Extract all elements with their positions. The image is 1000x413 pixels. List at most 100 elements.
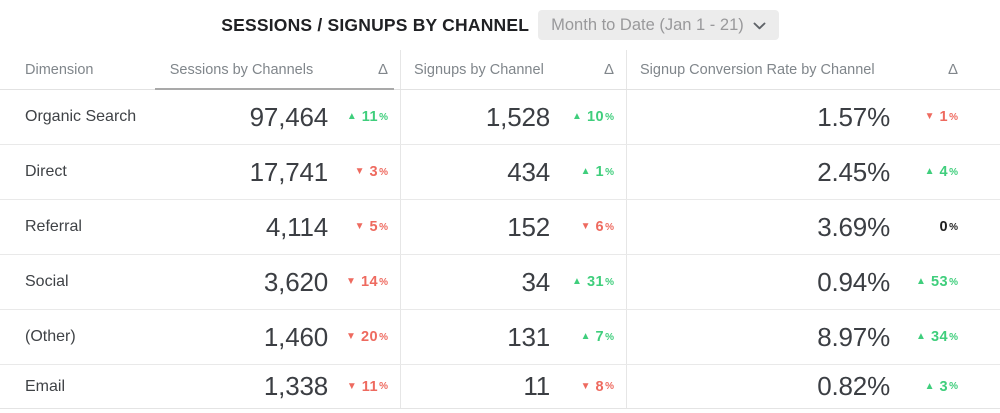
arrow-up-icon: ▲	[572, 276, 582, 287]
table-row: Referral 4,114 ▼ 5% 152 ▼ 6% 3.69% 0%	[0, 200, 1000, 255]
column-header-sessions-delta: Δ	[377, 61, 388, 78]
delta-value: 11	[361, 109, 379, 125]
sessions-value: 97,464	[249, 101, 329, 132]
conversion-value: 3.69%	[626, 200, 890, 254]
signups-delta: ▲ 1%	[550, 145, 626, 199]
date-range-label: Month to Date (Jan 1 - 21)	[551, 15, 744, 34]
column-header-signups[interactable]: Signups by Channel	[400, 50, 550, 89]
dimension-cell: Direct	[25, 163, 67, 180]
conversion-delta: ▲ 34%	[890, 310, 1000, 364]
conversion-delta: ▲ 3%	[890, 365, 1000, 408]
table-row: Direct 17,741 ▼ 3% 434 ▲ 1% 2.45% ▲ 4%	[0, 145, 1000, 200]
percent-sign: %	[605, 221, 614, 233]
widget-header: SESSIONS / SIGNUPS BY CHANNEL Month to D…	[0, 0, 1000, 50]
arrow-down-icon: ▼	[580, 380, 591, 392]
delta-value: 7	[595, 329, 605, 345]
percent-sign: %	[949, 381, 958, 392]
table-row: Organic Search 97,464 ▲ 11% 1,528 ▲ 10% 1.…	[0, 90, 1000, 145]
percent-sign: %	[379, 276, 388, 288]
delta-value: 6	[595, 219, 605, 235]
delta-value: 3	[939, 378, 949, 395]
column-header-conversion-delta: Δ	[947, 61, 958, 78]
arrow-up-icon: ▲	[924, 166, 935, 177]
conversion-value: 0.94%	[626, 255, 890, 309]
conversion-value: 1.57%	[626, 90, 890, 144]
percent-sign: %	[379, 111, 388, 123]
sessions-delta: ▼ 11%	[328, 365, 400, 408]
arrow-up-icon: ▲	[580, 166, 591, 177]
signups-value: 434	[400, 145, 550, 199]
signups-delta: ▼ 6%	[550, 200, 626, 254]
arrow-up-icon: ▲	[924, 380, 935, 392]
sessions-value: 17,741	[249, 156, 329, 187]
percent-sign: %	[379, 166, 388, 178]
conversion-delta: ▲ 4%	[890, 145, 1000, 199]
arrow-down-icon: ▼	[346, 276, 356, 287]
dimension-cell: Social	[25, 273, 69, 290]
percent-sign: %	[605, 331, 614, 343]
widget-title: SESSIONS / SIGNUPS BY CHANNEL	[221, 14, 530, 35]
delta-value: 11	[361, 378, 379, 395]
sessions-value: 3,620	[263, 266, 328, 297]
sessions-value: 1,338	[263, 371, 328, 401]
arrow-down-icon: ▼	[346, 380, 357, 392]
dimension-cell: Referral	[25, 218, 82, 235]
conversion-delta: 0%	[890, 200, 1000, 254]
conversion-value: 2.45%	[626, 145, 890, 199]
signups-delta: ▼ 8%	[550, 365, 626, 408]
sessions-value: 1,460	[263, 321, 328, 352]
sessions-delta: ▼ 3%	[328, 145, 400, 199]
column-header-dimension: Dimension	[25, 61, 94, 78]
delta-value: 1	[595, 164, 605, 180]
percent-sign: %	[379, 221, 388, 233]
delta-value: 3	[369, 164, 379, 180]
column-header-signups-delta: Δ	[603, 61, 614, 78]
signups-value: 152	[400, 200, 550, 254]
table-header: Dimension Sessions by Channels Δ Signups…	[0, 50, 1000, 90]
percent-sign: %	[605, 111, 614, 123]
dimension-cell: (Other)	[25, 328, 76, 345]
delta-value: 34	[930, 329, 949, 345]
arrow-up-icon: ▲	[916, 331, 926, 342]
percent-sign: %	[949, 111, 958, 123]
percent-sign: %	[379, 381, 388, 392]
table-row: Social 3,620 ▼ 14% 34 ▲ 31% 0.94% ▲ 53%	[0, 255, 1000, 310]
signups-value: 131	[400, 310, 550, 364]
dimension-cell: Email	[25, 377, 66, 395]
delta-value: 53	[930, 274, 949, 290]
arrow-up-icon: ▲	[916, 276, 926, 287]
column-header-conversion[interactable]: Signup Conversion Rate by Channel	[626, 50, 890, 89]
arrow-up-icon: ▲	[346, 111, 357, 122]
column-header-sessions[interactable]: Sessions by Channels	[169, 61, 314, 78]
delta-value: 4	[939, 164, 949, 180]
sessions-delta: ▼ 5%	[328, 200, 400, 254]
percent-sign: %	[605, 276, 614, 288]
percent-sign: %	[949, 331, 958, 343]
delta-value: 5	[369, 219, 379, 235]
arrow-up-icon: ▲	[580, 331, 591, 342]
sessions-delta: ▼ 14%	[328, 255, 400, 309]
percent-sign: %	[949, 166, 958, 178]
conversion-delta: ▼ 1%	[890, 90, 1000, 144]
dimension-cell: Organic Search	[25, 108, 137, 125]
arrow-down-icon: ▼	[354, 166, 365, 177]
signups-value: 34	[400, 255, 550, 309]
arrow-up-icon: ▲	[572, 111, 582, 122]
table-row: Email 1,338 ▼ 11% 11 ▼ 8% 0.82% ▲ 3%	[0, 365, 1000, 409]
table-row: (Other) 1,460 ▼ 20% 131 ▲ 7% 8.97% ▲ 34%	[0, 310, 1000, 365]
delta-value: 1	[939, 109, 949, 125]
conversion-value: 8.97%	[626, 310, 890, 364]
delta-value: 0	[939, 219, 949, 235]
delta-value: 31	[586, 274, 605, 290]
sessions-value: 4,114	[265, 211, 328, 242]
signups-delta: ▲ 7%	[550, 310, 626, 364]
date-range-dropdown[interactable]: Month to Date (Jan 1 - 21)	[538, 10, 779, 40]
signups-delta: ▲ 10%	[550, 90, 626, 144]
arrow-down-icon: ▼	[346, 331, 356, 342]
sessions-delta: ▼ 20%	[328, 310, 400, 364]
sessions-delta: ▲ 11%	[328, 90, 400, 144]
arrow-down-icon: ▼	[580, 221, 591, 232]
percent-sign: %	[949, 221, 958, 233]
arrow-down-icon: ▼	[354, 221, 365, 232]
